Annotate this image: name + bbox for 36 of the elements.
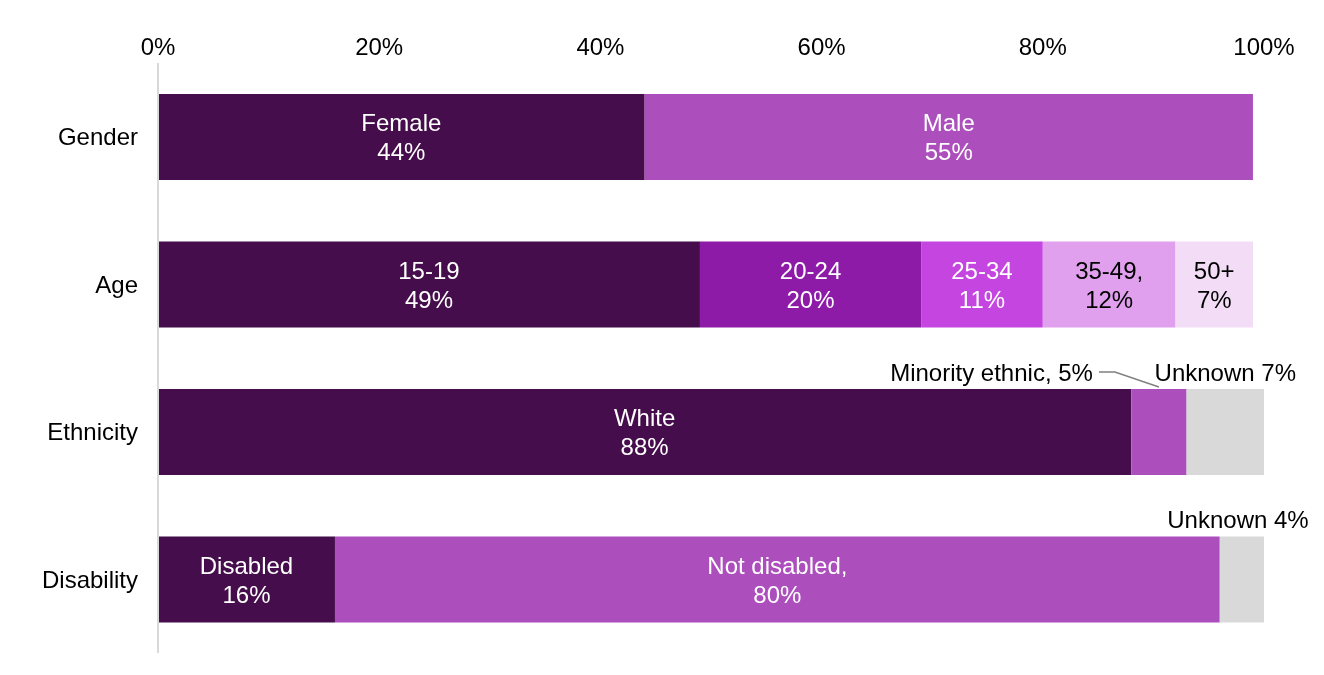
y-tick-label: Ethnicity <box>47 418 138 446</box>
data-label: Minority ethnic, 5% <box>890 358 1093 386</box>
data-label: 50+ 7% <box>1193 256 1235 313</box>
data-label: White 88% <box>613 404 676 460</box>
x-tick-label: 100% <box>1233 33 1295 60</box>
data-label: 15-19 49% <box>398 256 460 313</box>
bar <box>158 241 700 328</box>
bar <box>1131 389 1187 475</box>
bar <box>158 536 335 623</box>
data-label: 25-34 11% <box>951 256 1013 313</box>
x-tick-label: 0% <box>140 33 176 60</box>
bar <box>644 94 1253 180</box>
data-label: Disabled 16% <box>199 551 294 608</box>
data-label: Male 55% <box>922 109 975 165</box>
y-tick-label: Gender <box>57 123 138 151</box>
bar <box>158 94 645 180</box>
data-label: 20-24 20% <box>779 256 842 313</box>
data-label: 35-49, 12% <box>1075 256 1144 313</box>
bar <box>334 536 1220 623</box>
x-tick-label: 60% <box>797 33 846 60</box>
x-tick-label: 20% <box>355 33 404 60</box>
bar <box>1186 389 1264 475</box>
y-tick-label: Disability <box>41 565 138 593</box>
bar <box>1042 241 1176 328</box>
bar <box>1175 241 1253 328</box>
x-tick-label: 40% <box>576 33 625 60</box>
data-label: Unknown 7% <box>1154 358 1296 386</box>
x-tick-label: 80% <box>1018 33 1067 60</box>
bar <box>921 241 1043 328</box>
bar <box>1219 536 1264 623</box>
data-label: Not disabled, 80% <box>707 551 848 608</box>
data-label: Unknown 4% <box>1167 506 1309 533</box>
bar <box>158 389 1132 475</box>
bar <box>699 241 922 328</box>
data-label: Female 44% <box>361 109 442 165</box>
y-tick-label: Age <box>95 270 138 298</box>
